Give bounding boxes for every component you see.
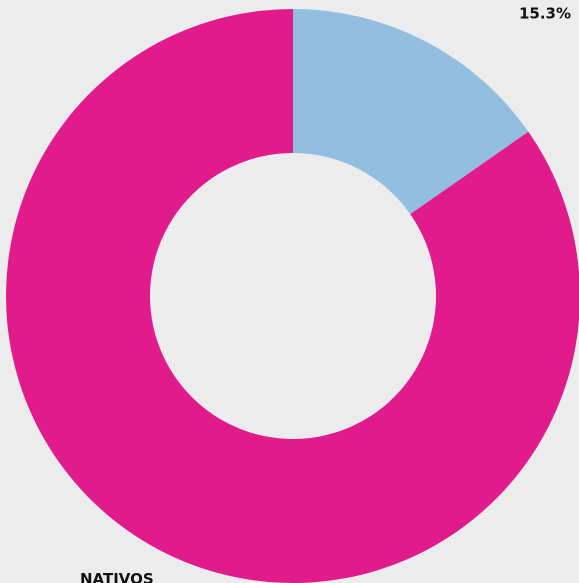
value-label: 15.3%	[519, 5, 571, 23]
donut-segment	[6, 9, 579, 583]
donut-segment	[293, 9, 529, 215]
donut	[6, 9, 579, 583]
category-label: NATIVOS	[80, 570, 154, 583]
